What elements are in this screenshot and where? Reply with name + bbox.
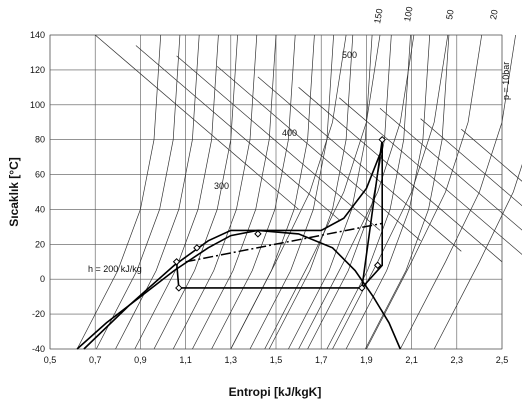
y-tick-label: 40 [35, 204, 45, 214]
state-point-marker [378, 135, 386, 144]
annotation-h200: h = 200 kJ/kg [88, 264, 142, 274]
isobar-line [366, 34, 483, 350]
x-tick-label: 2,3 [451, 355, 464, 365]
y-tick-label: -40 [32, 344, 45, 354]
y-tick-label: 100 [30, 100, 45, 110]
isochore-line [339, 97, 522, 255]
isobar-line [230, 34, 347, 350]
x-tick-label: 1,9 [360, 355, 373, 365]
y-tick-label: 60 [35, 170, 45, 180]
isenthalpic-line [268, 34, 354, 350]
y-tick-label: 0 [40, 274, 45, 284]
x-tick-label: 2,1 [405, 355, 418, 365]
x-tick-label: 1,5 [270, 355, 283, 365]
main-curves [76, 135, 402, 350]
annotation-p100: 100 [402, 6, 414, 23]
x-tick-label: 0,9 [134, 355, 147, 365]
saturated-liquid-curve [76, 229, 259, 350]
isenthalpic-line [326, 34, 411, 350]
isenthalpic-line [192, 34, 277, 350]
isochore-line [298, 87, 503, 263]
isenthalpic-line [249, 34, 334, 350]
y-tick-label: 120 [30, 65, 45, 75]
saturated-vapor-curve [257, 229, 402, 350]
isochore-line [216, 66, 421, 242]
x-tick-label: 2,5 [496, 355, 509, 365]
y-tick-label: -20 [32, 309, 45, 319]
y-axis-title: Sıcaklık [°C] [7, 157, 21, 227]
isobar-10bar-curve [83, 148, 383, 350]
isobar-line [264, 34, 381, 350]
refrigeration-cycle [175, 139, 383, 289]
x-tick-label: 0,7 [89, 355, 102, 365]
state-point-marker [175, 284, 183, 292]
x-tick-label: 1,1 [179, 355, 192, 365]
isenthalpic-line [95, 34, 181, 350]
x-axis-title: Entropi [kJ/kgK] [229, 385, 322, 399]
annotation-h300: 300 [214, 181, 229, 191]
isenthalpic-line [288, 34, 373, 350]
y-tick-label: 140 [30, 30, 45, 40]
tick-labels: 0,5 0,7 0,9 1,1 1,3 1,5 1,7 1,9 2,1 2,3 2,5 -40 -20 0… [30, 30, 508, 365]
state-point-marker [358, 284, 366, 292]
isobar-line [433, 163, 522, 350]
state-point-marker [254, 230, 262, 238]
x-tick-label: 0,5 [44, 355, 57, 365]
isochore-line [257, 76, 462, 252]
isochore-line [94, 34, 299, 210]
isenthalpic-line [115, 34, 200, 350]
y-tick-label: 20 [35, 239, 45, 249]
annotation-h500: 500 [342, 50, 357, 60]
annotation-p20: 20 [488, 9, 500, 21]
isenthalpic-line [172, 34, 258, 350]
state-point-marker [172, 258, 181, 266]
isenthalpic-line [364, 34, 450, 350]
isochore-line [461, 128, 522, 182]
state-point-marker [193, 244, 201, 252]
isenthalpic-line [307, 34, 392, 350]
annotation-p-10bar: p = 10bar [501, 62, 511, 100]
isenthalpic-line [134, 34, 219, 350]
x-tick-label: 1,3 [225, 355, 238, 365]
state-point-marker [373, 261, 382, 269]
isolines [76, 34, 522, 350]
isochore-line [176, 55, 381, 231]
annotation-p50: 50 [444, 9, 456, 21]
isobar-line [298, 34, 415, 350]
isochore-line [420, 118, 522, 207]
annotation-p150: 150 [372, 8, 384, 25]
isobar-line [399, 34, 516, 350]
isochore-line [379, 108, 522, 231]
y-tick-label: 80 [35, 135, 45, 145]
x-tick-label: 1,7 [315, 355, 328, 365]
annotation-h400: 400 [282, 128, 297, 138]
dashdot-line [185, 222, 383, 263]
isochore-line [135, 45, 340, 221]
isenthalpic-line [76, 34, 162, 350]
